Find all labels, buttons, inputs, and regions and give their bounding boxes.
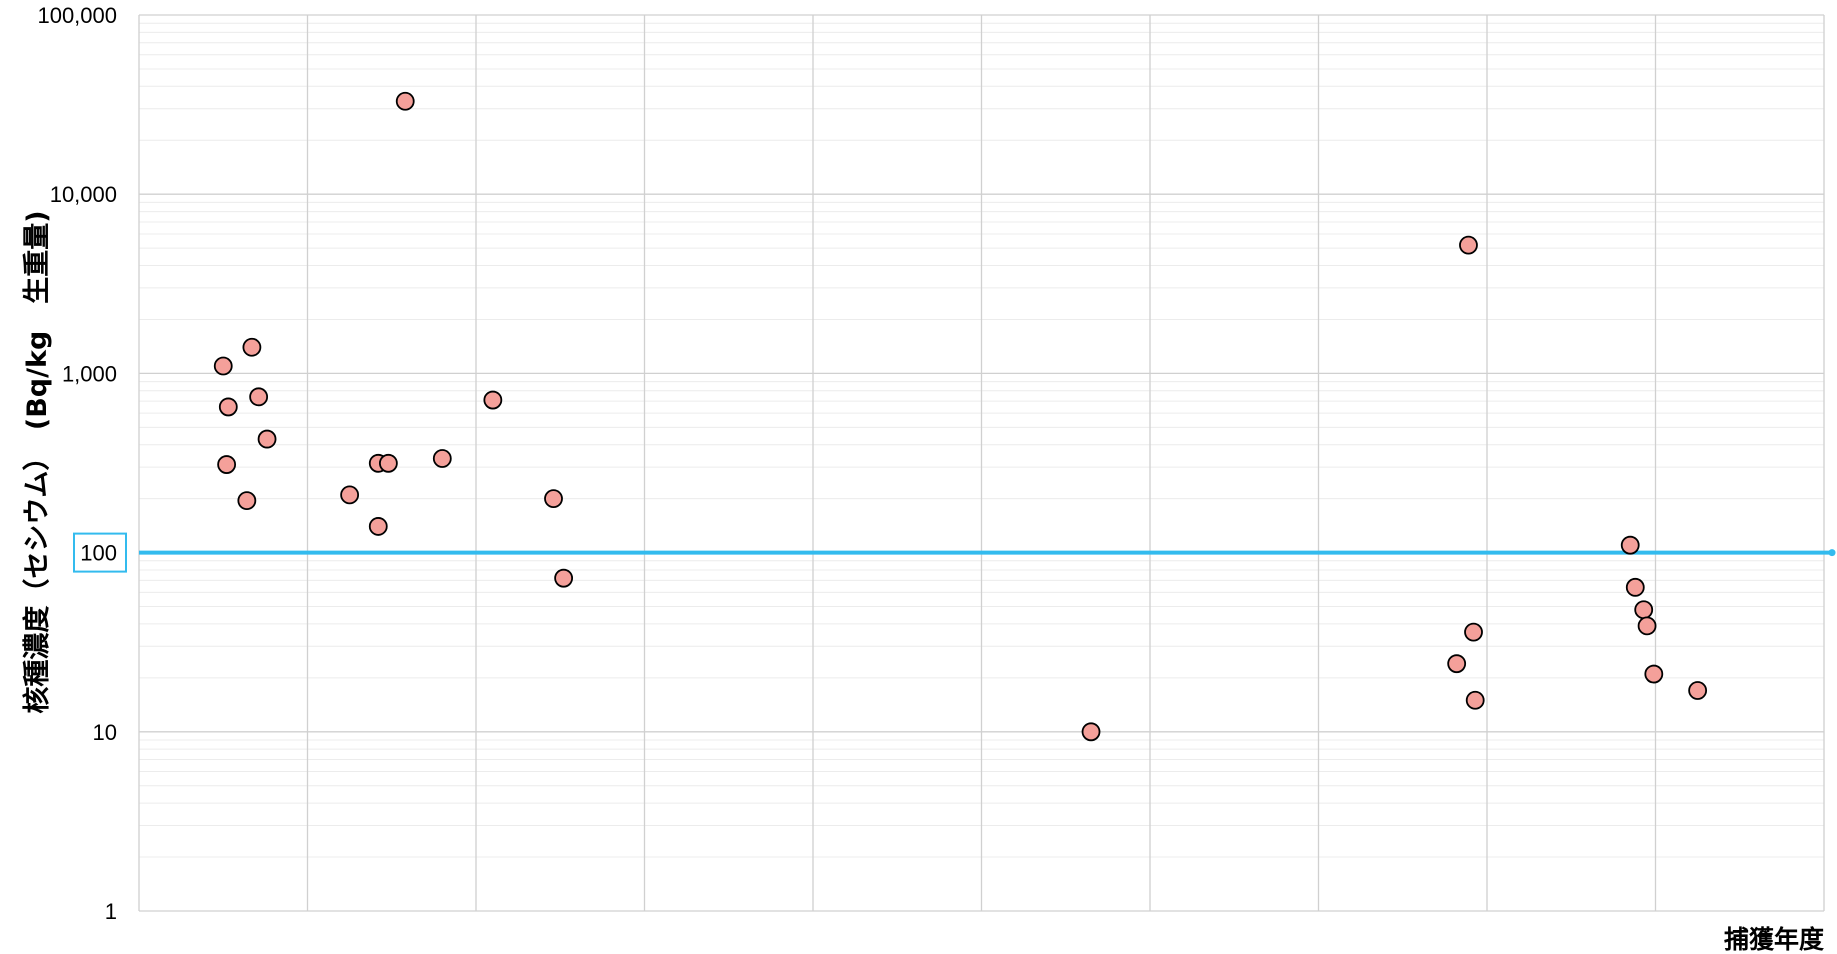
data-point	[340, 485, 360, 505]
y-tick-label: 10,000	[50, 182, 117, 207]
y-tick-label: 1	[105, 899, 117, 924]
data-point	[1637, 616, 1657, 636]
data-point	[395, 91, 415, 111]
reference-label-box	[73, 532, 127, 573]
data-point	[1620, 535, 1640, 555]
data-point	[217, 455, 237, 474]
data-point	[1447, 654, 1467, 674]
data-point	[249, 387, 269, 407]
data-point	[1464, 622, 1483, 642]
data-point	[218, 397, 238, 417]
y-tick-label: 1,000	[62, 361, 117, 386]
major-gridlines	[138, 14, 1825, 912]
data-point	[1634, 600, 1654, 620]
data-point	[242, 337, 262, 357]
data-point	[554, 568, 574, 588]
y-axis-label: 核種濃度（セシウム） (Bq/kg 生重量)	[21, 210, 53, 713]
data-point	[378, 453, 398, 473]
y-tick-label: 100	[80, 541, 117, 566]
data-point	[1465, 690, 1485, 710]
data-point	[368, 517, 388, 536]
data-point	[213, 356, 233, 376]
data-point	[544, 489, 563, 509]
data-point	[1644, 664, 1664, 684]
data-point	[257, 429, 277, 449]
data-point	[432, 449, 452, 468]
data-point	[1688, 681, 1708, 700]
y-axis-tick-labels: 1 10 100 1,000 10,000 100,000	[37, 3, 117, 924]
data-point	[1459, 235, 1478, 255]
reference-line-group	[73, 532, 1836, 573]
x-axis-label: 捕獲年度	[1724, 925, 1824, 954]
reference-line-end-marker	[1828, 549, 1836, 557]
data-point	[237, 491, 257, 511]
y-tick-label: 100,000	[37, 3, 117, 28]
data-point	[1625, 577, 1645, 597]
data-point	[483, 390, 503, 410]
data-point	[1081, 722, 1101, 742]
y-tick-label: 10	[93, 720, 117, 745]
data-points	[213, 91, 1708, 742]
